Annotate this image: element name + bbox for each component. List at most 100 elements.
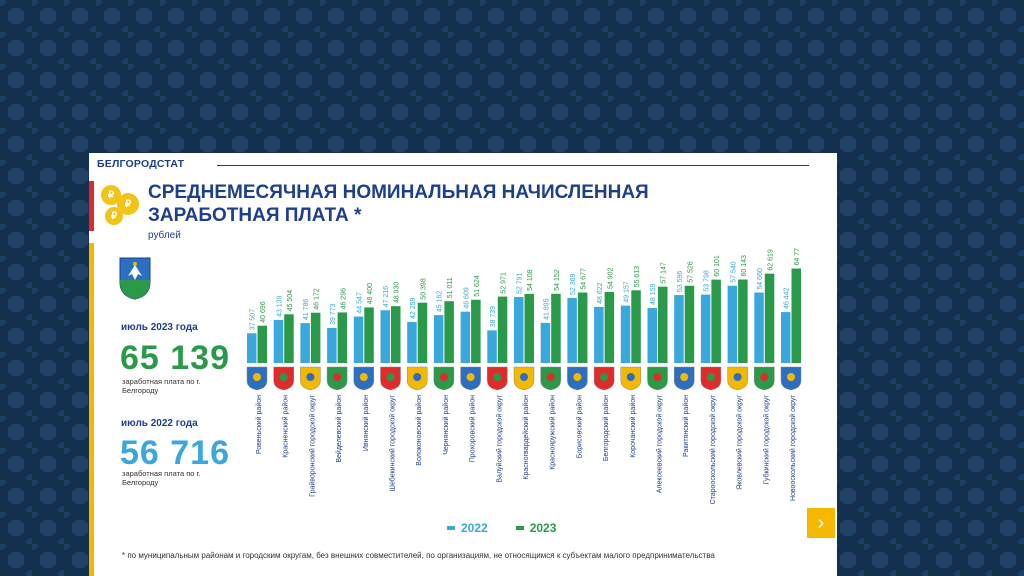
data-label-2023-13: 54 677	[581, 268, 588, 290]
bar-2023-19	[738, 279, 748, 363]
data-label-2023-4: 46 296	[340, 288, 347, 310]
legend-swatch-2023	[515, 526, 524, 530]
next-slide-button[interactable]: ›	[807, 508, 835, 538]
data-label-2022-15: 49 157	[624, 281, 631, 303]
bar-2023-3	[310, 312, 321, 363]
category-label-15: Корочанский район	[629, 395, 637, 458]
district-crest-icon-13	[567, 366, 588, 391]
category-label-18: Старооскольский городской округ	[709, 395, 717, 505]
data-label-2023-2: 45 504	[287, 290, 294, 312]
data-label-2023-12: 54 152	[554, 269, 561, 291]
data-label-2022-4: 39 773	[330, 303, 337, 325]
district-crest-icon-2	[273, 366, 294, 391]
bar-2022-11	[514, 296, 524, 363]
data-label-2022-10: 38 739	[490, 306, 497, 328]
district-crest-icon-17	[673, 366, 695, 391]
data-label-2023-11: 54 108	[527, 269, 534, 291]
data-label-2023-20: 62 619	[768, 249, 775, 271]
legend-label-2023: 2023	[529, 521, 557, 535]
bar-2023-17	[684, 285, 695, 363]
chevron-right-icon: ›	[817, 511, 825, 534]
category-label-13: Борисовский район	[575, 395, 583, 458]
district-crest-icon-1	[246, 366, 268, 391]
left-accent-yellow	[89, 243, 94, 576]
header-divider	[217, 165, 809, 166]
category-label-5: Ивнянский район	[362, 395, 370, 451]
district-crest-icon-12	[540, 366, 561, 391]
bar-2023-10	[497, 296, 508, 363]
category-label-16: Алексеевский городской округ	[656, 395, 664, 494]
legend-swatch-2022	[447, 526, 455, 530]
district-crest-icon-19	[727, 366, 748, 391]
data-label-2022-5: 44 547	[357, 292, 364, 314]
bar-2022-20	[754, 292, 764, 363]
belgorod-crest-icon	[119, 257, 151, 300]
category-label-3: Грайворонский городской округ	[308, 395, 316, 497]
data-label-2023-10: 52 971	[501, 272, 508, 294]
chart-legend: 2022 2023	[447, 521, 556, 535]
category-label-8: Чернянский район	[442, 395, 450, 455]
data-label-2023-3: 46 172	[314, 288, 321, 310]
category-label-10: Валуйский городской округ	[495, 395, 503, 483]
bar-2023-15	[631, 290, 641, 363]
data-label-2023-19: 60 143	[741, 255, 748, 277]
ruble-coins-icon: ₽ ₽ ₽	[99, 183, 149, 233]
district-crest-icon-18	[700, 366, 722, 391]
bar-2022-18	[700, 294, 711, 363]
bar-2022-8	[433, 315, 444, 363]
category-label-11: Красногвардейский район	[522, 395, 530, 480]
data-label-2022-18: 53 798	[704, 270, 711, 292]
bar-2023-7	[417, 302, 428, 363]
bar-2023-16	[658, 286, 668, 363]
data-label-2022-8: 45 162	[437, 291, 444, 313]
bar-2023-20	[764, 273, 775, 363]
salary-bar-chart: 37 507 40 696 Ровеньский район 43 139 45 504…	[246, 248, 802, 505]
units-label: рублей	[148, 230, 181, 241]
data-label-2022-19: 57 540	[730, 261, 737, 283]
category-label-6: Шебекинский городской округ	[389, 395, 397, 492]
data-label-2022-21: 46 442	[784, 288, 791, 310]
bar-2022-3	[300, 323, 310, 363]
bar-2022-7	[407, 322, 417, 363]
left-accent-red	[89, 181, 94, 231]
district-crest-icon-20	[754, 366, 775, 391]
legend-item-2022: 2022	[447, 521, 488, 535]
category-label-17: Ракитянский район	[682, 395, 690, 457]
district-crest-icon-9	[460, 366, 481, 391]
data-label-2022-13: 52 369	[570, 273, 577, 295]
category-label-19: Яковлевский городской округ	[736, 395, 744, 490]
summary-2022-value: 56 716	[120, 434, 230, 472]
bar-2023-1	[257, 325, 267, 363]
bar-2023-14	[604, 291, 615, 363]
category-label-20: Губкинский городской округ	[762, 395, 770, 485]
bar-2022-14	[594, 306, 604, 363]
data-label-2022-2: 43 139	[276, 295, 283, 317]
summary-2023-note: заработная плата по г. Белгороду	[122, 377, 201, 395]
category-label-4: Вейделевский район	[335, 395, 343, 463]
district-crest-icon-15	[620, 366, 642, 391]
category-label-2: Красненский район	[282, 395, 290, 458]
category-label-1: Ровеньский район	[255, 395, 263, 454]
district-crest-icon-3	[300, 366, 321, 391]
data-label-2022-11: 52 791	[517, 272, 524, 294]
data-label-2022-20: 54 660	[757, 268, 764, 290]
slide: БЕЛГОРОДСТАТ ₽ ₽ ₽ СРЕДНЕМЕСЯЧНАЯ НОМИНА…	[89, 153, 837, 576]
bar-2022-15	[620, 305, 631, 363]
summary-2022-note: заработная плата по г. Белгороду	[122, 469, 201, 487]
bar-2023-4	[337, 312, 348, 363]
district-crest-icon-8	[433, 366, 455, 391]
district-crest-icon-11	[513, 366, 535, 391]
bar-2022-13	[567, 297, 577, 363]
data-label-2022-3: 41 786	[303, 299, 310, 321]
bar-2022-17	[674, 295, 684, 363]
district-crest-icon-16	[647, 366, 668, 391]
bar-2022-2	[273, 319, 284, 363]
bar-2023-6	[391, 306, 401, 363]
summary-2022-label: июль 2022 года	[121, 418, 198, 429]
legend-item-2023: 2023	[515, 521, 557, 535]
bar-2023-8	[444, 301, 454, 363]
category-label-21: Новооскольский городской округ	[789, 395, 797, 501]
data-label-2023-18: 60 101	[714, 255, 721, 277]
bar-2023-5	[364, 307, 374, 363]
footnote: * по муниципальным районам и городским о…	[122, 551, 715, 560]
